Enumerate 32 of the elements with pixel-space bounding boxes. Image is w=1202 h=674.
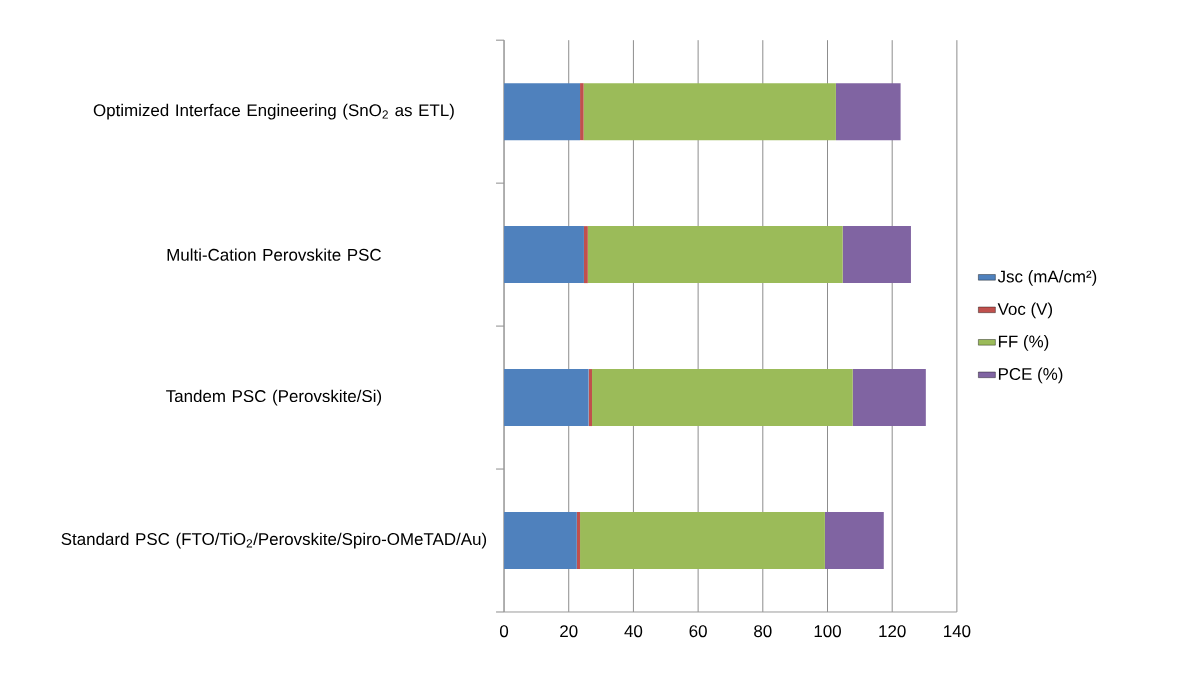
x-tick-label: 80 [754, 625, 772, 638]
bar [583, 83, 836, 141]
x-tick-label: 40 [624, 625, 643, 638]
x-tick-label: 140 [944, 625, 971, 638]
bar [592, 369, 853, 426]
legend-label: PCE (%) [998, 367, 1063, 384]
bar [504, 369, 589, 426]
bar [842, 226, 911, 284]
bar [824, 511, 884, 569]
x-tick-label: 120 [879, 625, 906, 638]
x-tick-label: 20 [560, 625, 578, 638]
bar [576, 511, 581, 569]
y-tick-label: Optimized Interface Engineering (SnO$_{2}$ as ETL) [93, 103, 454, 120]
bar [504, 83, 581, 141]
y-tick-label: Tandem PSC (Perovskite/Si) [166, 389, 382, 406]
bar [504, 226, 584, 284]
x-tick-label: 100 [814, 625, 841, 638]
bar [587, 226, 843, 284]
bar [504, 511, 577, 569]
bar [588, 369, 593, 426]
legend-label: Jsc (mA/cm²) [997, 270, 1097, 286]
y-tick-label: Standard PSC (FTO/TiO$_{2}$/Perovskite/Spiro-OMeTAD/Au) [61, 532, 487, 549]
bar [583, 226, 588, 284]
legend-label: FF (%) [998, 335, 1049, 351]
bar [835, 83, 901, 141]
x-tick-label: 0 [499, 625, 509, 638]
bar [580, 83, 584, 141]
x-tick-label: 60 [689, 625, 707, 638]
legend-label: Voc (V) [997, 302, 1053, 319]
bar [580, 511, 825, 569]
y-tick-label: Multi-Cation Perovskite PSC [167, 248, 381, 261]
bar [852, 369, 926, 426]
